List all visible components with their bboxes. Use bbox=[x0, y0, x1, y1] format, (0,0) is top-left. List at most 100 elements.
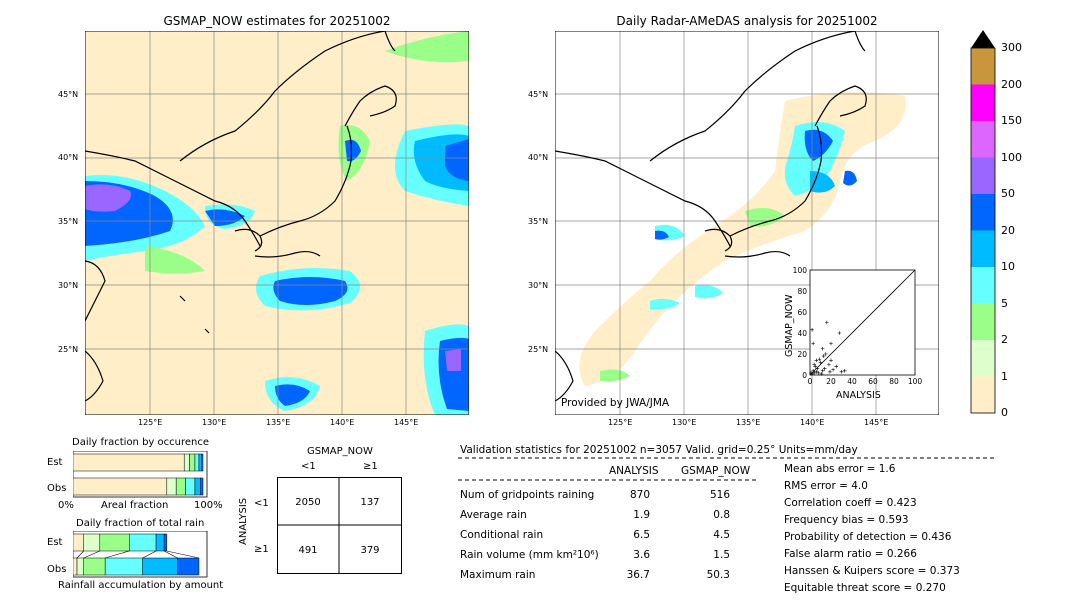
scatter-point bbox=[811, 369, 815, 373]
scatter-point bbox=[829, 341, 833, 346]
total-rain-title: Daily fraction of total rain bbox=[76, 518, 205, 529]
bar-segment-obs bbox=[104, 557, 143, 576]
contingency-cell-hit-lt: 2050 bbox=[295, 497, 321, 508]
bar-segment-obs bbox=[175, 477, 186, 496]
colorbar-tick-label: 0 bbox=[1001, 406, 1008, 419]
bar-segment-obs bbox=[200, 477, 204, 496]
occurrence-frame bbox=[73, 451, 208, 498]
scatter-y-tick: 0 bbox=[802, 371, 807, 380]
scatter-x-tick: 100 bbox=[908, 377, 923, 386]
scatter-point bbox=[831, 367, 835, 372]
colorbar-tick-label: 50 bbox=[1001, 187, 1015, 200]
contingency-grid bbox=[277, 477, 402, 574]
total-rain-est-label: Est bbox=[47, 537, 63, 548]
scatter-point bbox=[842, 369, 847, 373]
occurrence-est-label: Est bbox=[47, 457, 63, 468]
scatter-point bbox=[827, 362, 831, 367]
colorbar-segment bbox=[971, 157, 995, 194]
total-rain-chart bbox=[73, 531, 208, 578]
bar-segment-est bbox=[198, 453, 202, 472]
contingency-row-lt: <1 bbox=[254, 498, 269, 509]
bar-segment-est bbox=[155, 533, 165, 552]
scatter-point bbox=[823, 352, 828, 356]
right-lon-145: 145°E bbox=[864, 418, 889, 427]
validation-header: Validation statistics for 20251002 n=305… bbox=[460, 444, 858, 456]
scatter-y-tick: 100 bbox=[793, 266, 808, 275]
contingency-cell-ge-ge: 379 bbox=[360, 545, 380, 556]
occurrence-obs-label: Obs bbox=[47, 483, 67, 494]
bar-segment-est bbox=[83, 533, 101, 552]
scatter-point bbox=[820, 369, 825, 373]
stat-gsmap-4: 50.3 bbox=[706, 569, 730, 581]
score-hk: Hanssen & Kuipers score = 0.373 bbox=[784, 565, 960, 577]
scatter-point bbox=[811, 341, 815, 346]
scatter-x-tick: 80 bbox=[889, 377, 899, 386]
right-lon-135: 135°E bbox=[736, 418, 761, 427]
scatter-point bbox=[820, 346, 825, 351]
scatter-point bbox=[817, 357, 822, 362]
left-lat-40: 40°N bbox=[58, 153, 79, 162]
stat-gsmap-0: 516 bbox=[709, 489, 730, 501]
scatter-point bbox=[821, 354, 826, 358]
stat-analysis-4: 36.7 bbox=[626, 569, 650, 581]
bar-connector bbox=[142, 550, 157, 559]
scatter-y-tick: 20 bbox=[797, 350, 807, 359]
bar-segment-obs bbox=[83, 557, 106, 576]
stat-label-0: Num of gridpoints raining bbox=[460, 489, 595, 501]
right-lat-45: 45°N bbox=[528, 90, 549, 99]
bar-segment-est bbox=[189, 453, 196, 472]
left-map-grid bbox=[85, 31, 469, 415]
scatter-point bbox=[814, 358, 819, 363]
colorbar-segment bbox=[971, 303, 995, 340]
bar-connector bbox=[166, 550, 200, 559]
contingency-col-lt: <1 bbox=[301, 461, 316, 472]
contingency-row-ge: ≥1 bbox=[254, 544, 269, 555]
stat-label-1: Average rain bbox=[460, 509, 527, 521]
right-map-coastline bbox=[555, 31, 867, 402]
scatter-point bbox=[812, 371, 816, 375]
colorbar-tick-label: 1 bbox=[1001, 369, 1008, 383]
colorbar-tick-label: 100 bbox=[1001, 150, 1022, 164]
left-lon-125: 125°E bbox=[138, 418, 163, 427]
stat-label-3: Rain volume (mm km²10⁶) bbox=[460, 549, 599, 561]
right-lat-35: 35°N bbox=[528, 217, 549, 226]
contingency-cell-ge-lt: 491 bbox=[298, 545, 318, 556]
colorbar-over-arrow bbox=[971, 30, 995, 48]
scatter-point bbox=[825, 320, 829, 325]
occurrence-axis-right: 100% bbox=[194, 500, 223, 511]
scatter-diagonal bbox=[809, 269, 916, 376]
colorbar-tick-label: 150 bbox=[1001, 114, 1022, 127]
scatter-point bbox=[814, 370, 819, 374]
bar-segment-est bbox=[73, 453, 185, 472]
right-lat-30: 30°N bbox=[528, 281, 549, 290]
bar-segment-obs bbox=[73, 477, 168, 496]
contingency-col-ge: ≥1 bbox=[363, 461, 378, 472]
stat-label-4: Maximum rain bbox=[460, 569, 536, 581]
score-pod: Probability of detection = 0.436 bbox=[784, 531, 952, 543]
validation-col-divider bbox=[458, 479, 756, 481]
colorbar-segment bbox=[971, 48, 995, 85]
score-ets: Equitable threat score = 0.270 bbox=[784, 582, 946, 594]
right-lon-125: 125°E bbox=[608, 418, 633, 427]
stat-label-2: Conditional rain bbox=[460, 529, 544, 541]
colorbar bbox=[970, 30, 996, 414]
bar-segment-est bbox=[99, 533, 130, 552]
left-lat-45: 45°N bbox=[58, 90, 79, 99]
scatter-x-tick: 40 bbox=[847, 377, 857, 386]
colorbar-tick-label: 10 bbox=[1001, 260, 1015, 273]
colorbar-segment bbox=[971, 121, 995, 158]
scatter-x-tick: 0 bbox=[808, 377, 813, 386]
left-lon-140: 140°E bbox=[330, 418, 355, 427]
right-lat-25: 25°N bbox=[528, 345, 549, 354]
validation-col-gsmap: GSMAP_NOW bbox=[681, 465, 751, 477]
scatter-x-tick: 20 bbox=[826, 377, 836, 386]
left-map-coastline bbox=[85, 31, 397, 402]
stat-gsmap-1: 0.8 bbox=[713, 509, 730, 521]
bar-segment-est bbox=[129, 533, 157, 552]
colorbar-tick-label: 20 bbox=[1001, 223, 1015, 237]
bar-connector bbox=[76, 550, 84, 559]
scatter-point bbox=[813, 364, 818, 369]
scatter-point bbox=[828, 370, 832, 374]
score-far: False alarm ratio = 0.266 bbox=[784, 548, 917, 560]
colorbar-tick-label: 300 bbox=[1001, 41, 1022, 54]
